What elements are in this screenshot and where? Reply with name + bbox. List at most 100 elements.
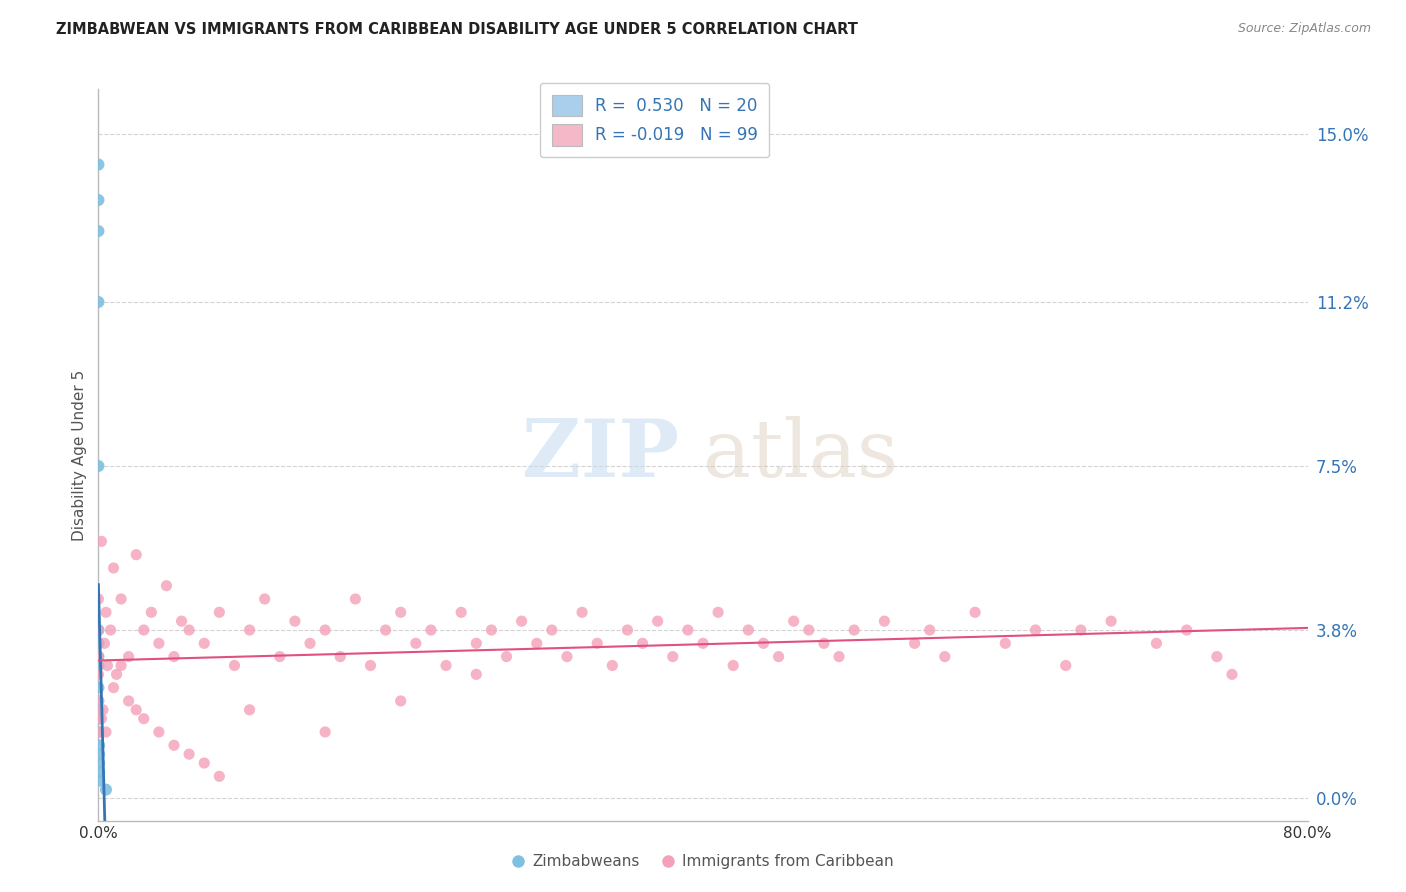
Point	[87, 295, 110, 310]
Text: ZIMBABWEAN VS IMMIGRANTS FROM CARIBBEAN DISABILITY AGE UNDER 5 CORRELATION CHART: ZIMBABWEAN VS IMMIGRANTS FROM CARIBBEAN …	[56, 22, 858, 37]
Point	[87, 649, 110, 664]
Point	[87, 649, 110, 664]
Point	[125, 703, 148, 717]
Point	[110, 592, 132, 607]
Point	[676, 623, 699, 637]
Point	[797, 623, 820, 637]
Point	[132, 712, 155, 726]
Legend: R =  0.530   N = 20, R = -0.019   N = 99: R = 0.530 N = 20, R = -0.019 N = 99	[540, 83, 769, 157]
Point	[631, 636, 654, 650]
Point	[87, 157, 110, 171]
Point	[1024, 623, 1046, 637]
Point	[87, 681, 110, 695]
Point	[481, 623, 503, 637]
Point	[87, 623, 110, 637]
Point	[103, 681, 125, 695]
Point	[1146, 636, 1168, 650]
Point	[737, 623, 759, 637]
Point	[148, 636, 170, 650]
Point	[555, 649, 578, 664]
Point	[155, 579, 177, 593]
Point	[208, 769, 231, 783]
Point	[110, 658, 132, 673]
Point	[540, 623, 562, 637]
Y-axis label: Disability Age Under 5: Disability Age Under 5	[72, 369, 87, 541]
Point	[87, 458, 110, 473]
Point	[586, 636, 609, 650]
Point	[1054, 658, 1077, 673]
Point	[87, 694, 110, 708]
Point	[873, 614, 896, 628]
Point	[163, 649, 186, 664]
Legend: Zimbabweans, Immigrants from Caribbean: Zimbabweans, Immigrants from Caribbean	[506, 848, 900, 875]
Point	[170, 614, 193, 628]
Point	[100, 623, 122, 637]
Point	[284, 614, 307, 628]
Point	[89, 739, 111, 753]
Point	[87, 623, 110, 637]
Point	[90, 534, 112, 549]
Point	[526, 636, 548, 650]
Text: Source: ZipAtlas.com: Source: ZipAtlas.com	[1237, 22, 1371, 36]
Point	[828, 649, 851, 664]
Point	[934, 649, 956, 664]
Point	[707, 605, 730, 619]
Point	[965, 605, 987, 619]
Point	[96, 658, 118, 673]
Point	[783, 614, 806, 628]
Point	[918, 623, 941, 637]
Point	[141, 605, 163, 619]
Point	[269, 649, 291, 664]
Point	[87, 592, 110, 607]
Point	[91, 703, 114, 717]
Text: ZIP: ZIP	[522, 416, 679, 494]
Point	[179, 623, 201, 637]
Point	[87, 224, 110, 238]
Point	[125, 548, 148, 562]
Point	[904, 636, 927, 650]
Point	[87, 712, 110, 726]
Point	[329, 649, 352, 664]
Point	[87, 712, 110, 726]
Point	[239, 623, 262, 637]
Point	[344, 592, 367, 607]
Point	[450, 605, 472, 619]
Point	[389, 605, 412, 619]
Point	[193, 756, 215, 770]
Point	[87, 658, 110, 673]
Point	[87, 193, 110, 207]
Point	[89, 773, 111, 788]
Point	[299, 636, 322, 650]
Point	[602, 658, 624, 673]
Point	[132, 623, 155, 637]
Point	[103, 561, 125, 575]
Point	[1099, 614, 1122, 628]
Point	[389, 694, 412, 708]
Point	[89, 764, 111, 779]
Point	[465, 636, 488, 650]
Point	[314, 623, 336, 637]
Point	[420, 623, 443, 637]
Point	[94, 782, 117, 797]
Point	[87, 725, 110, 739]
Point	[105, 667, 128, 681]
Point	[465, 667, 488, 681]
Point	[1220, 667, 1243, 681]
Point	[752, 636, 775, 650]
Point	[87, 694, 110, 708]
Point	[90, 712, 112, 726]
Text: atlas: atlas	[703, 416, 898, 494]
Point	[93, 636, 115, 650]
Point	[434, 658, 457, 673]
Point	[94, 725, 117, 739]
Point	[374, 623, 396, 637]
Point	[844, 623, 866, 637]
Point	[768, 649, 790, 664]
Point	[118, 649, 141, 664]
Point	[193, 636, 215, 650]
Point	[239, 703, 262, 717]
Point	[253, 592, 276, 607]
Point	[94, 605, 117, 619]
Point	[118, 694, 141, 708]
Point	[224, 658, 246, 673]
